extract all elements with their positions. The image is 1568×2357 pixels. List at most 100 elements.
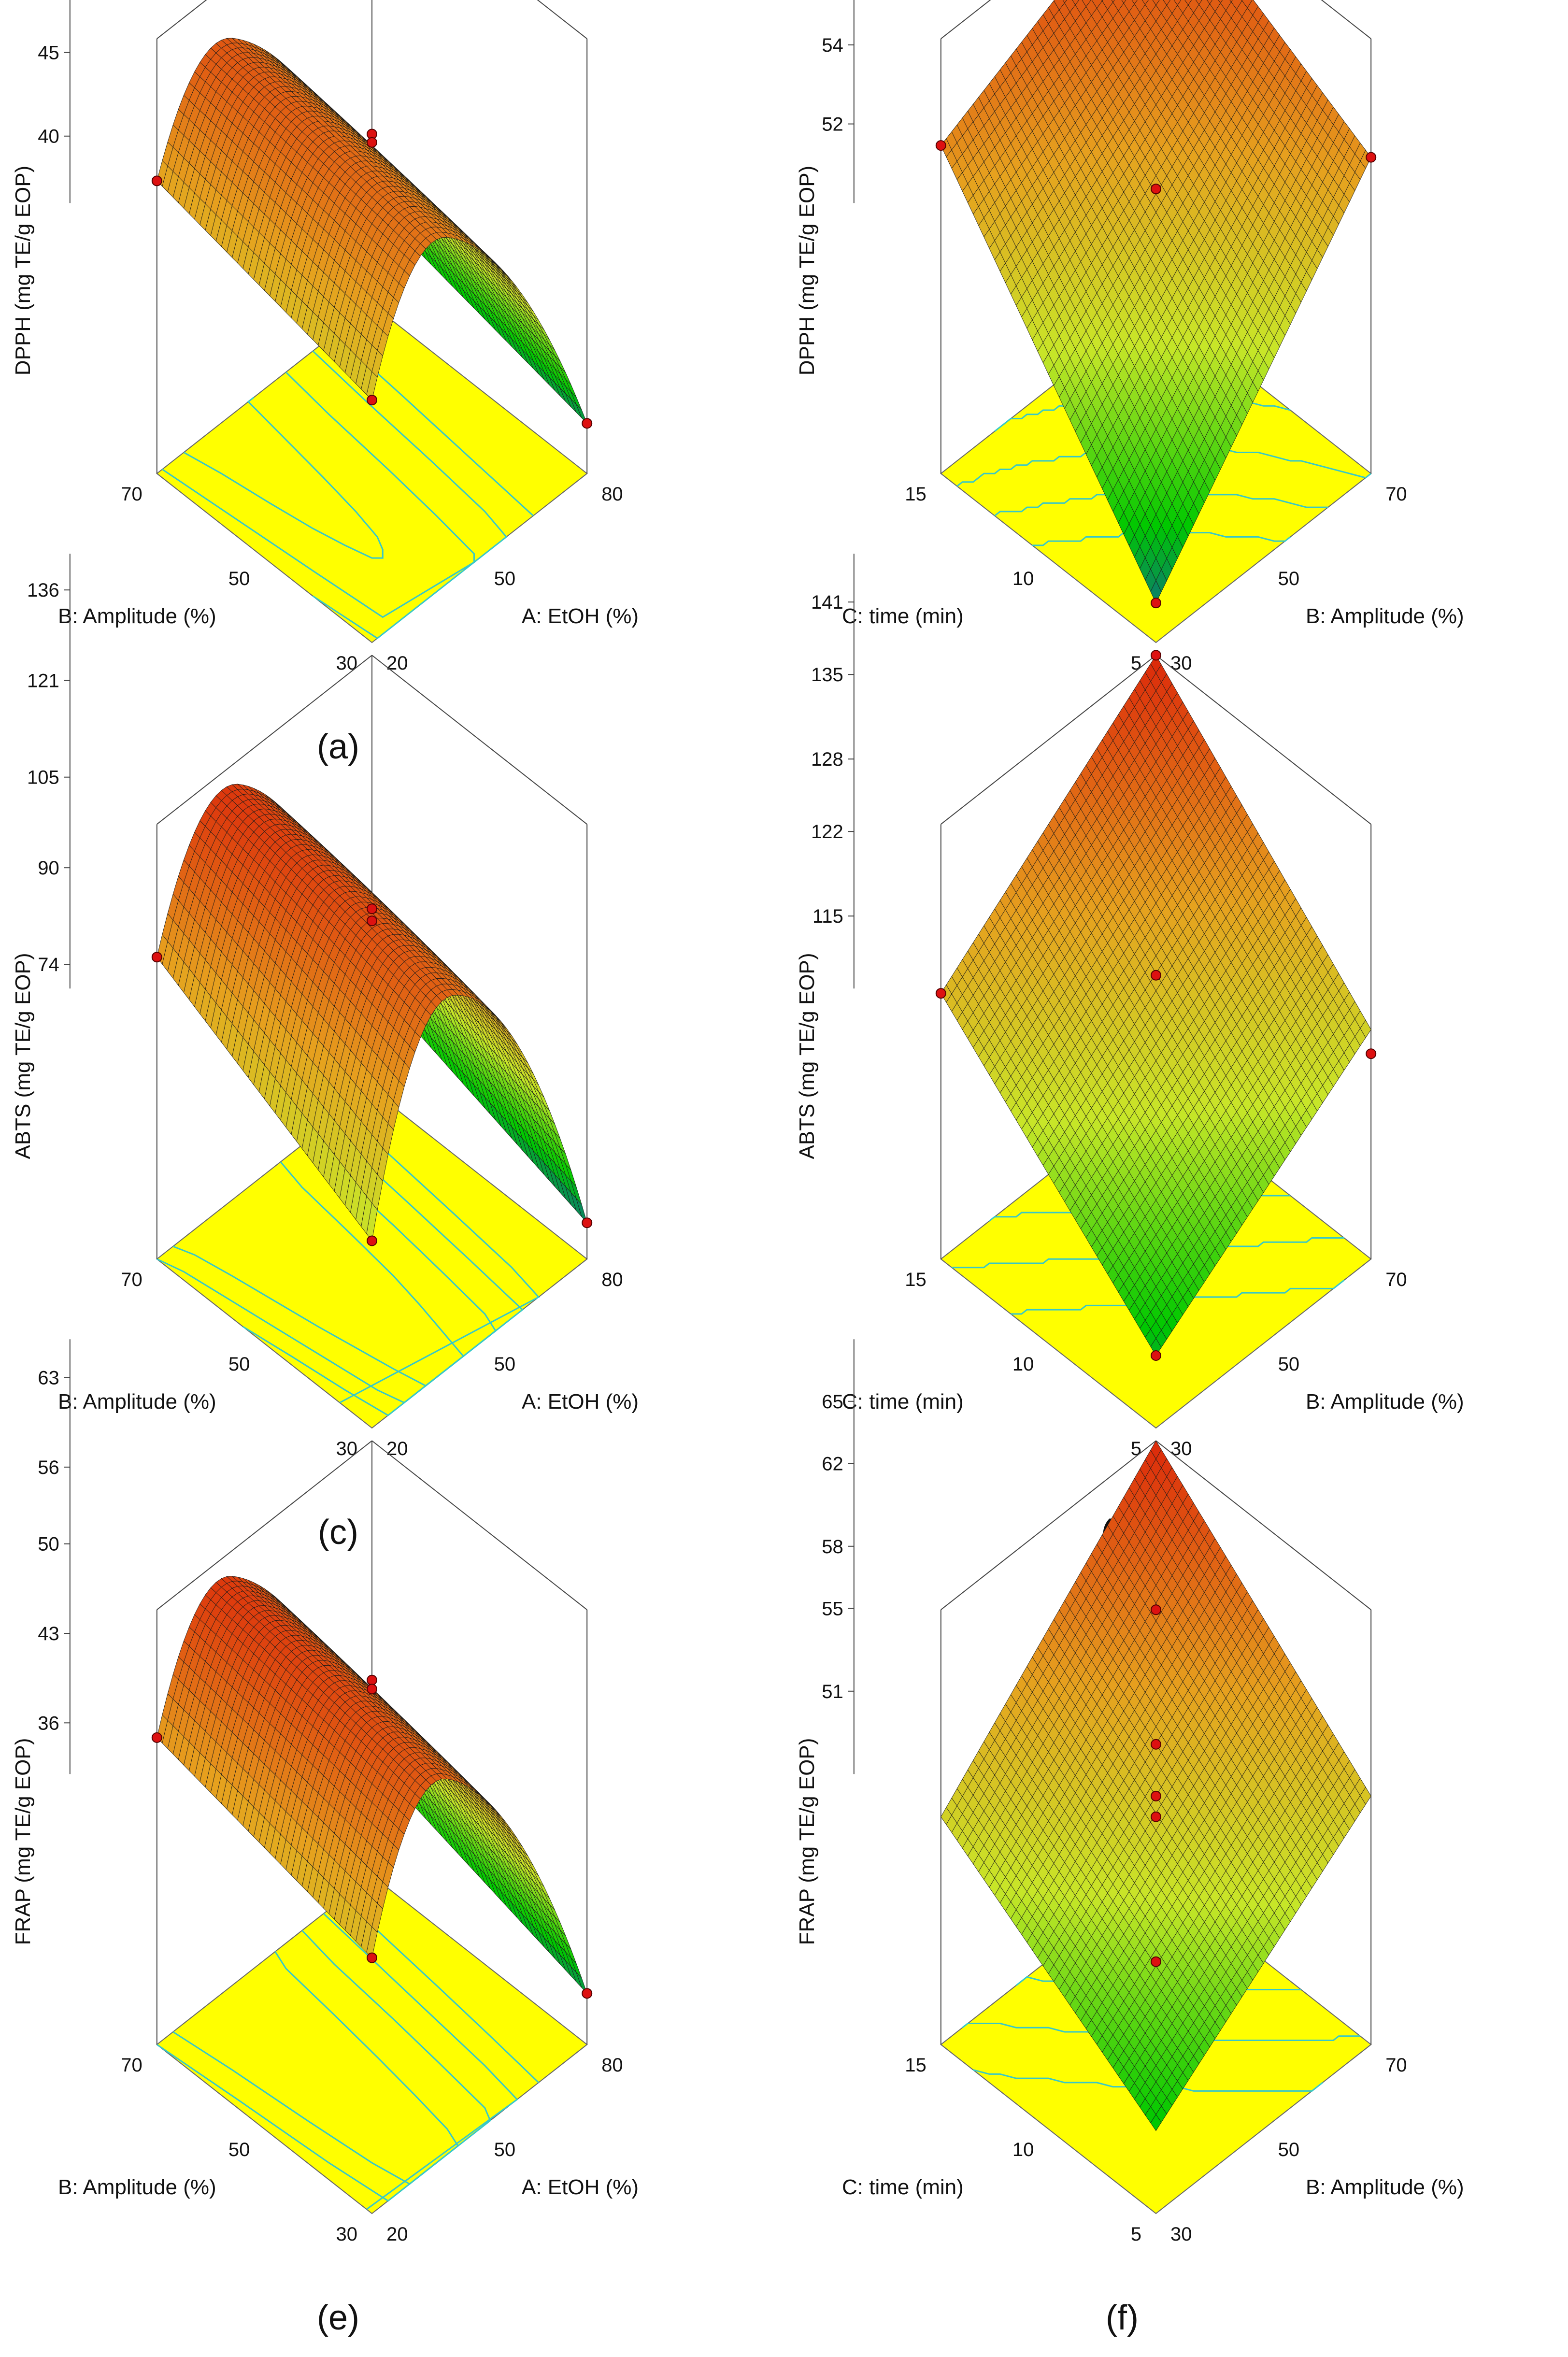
design-point (367, 903, 377, 914)
x-tick-label: 20 (386, 1438, 408, 1459)
x-tick-label: 50 (494, 1354, 516, 1375)
surface-cell (366, 1202, 378, 1242)
surface-cell (1195, 0, 1202, 5)
design-point (935, 140, 946, 151)
design-point (367, 395, 377, 406)
z-axis-label: DPPH (mg TE/g EOP) (11, 166, 35, 375)
x-tick-label: 30 (1170, 653, 1192, 674)
panel-label: (c) (318, 1513, 358, 1552)
y-tick-label: 70 (121, 484, 143, 505)
surface-cell (1131, 0, 1138, 5)
x-axis-label: A: EtOH (%) (522, 1390, 639, 1414)
z-tick-label: 74 (38, 954, 59, 975)
surface-cell (1163, 0, 1171, 6)
y-tick-label: 50 (228, 568, 250, 589)
design-point (1366, 152, 1377, 163)
box-edge (157, 655, 372, 825)
box-edge (157, 0, 207, 39)
panel-a: 5954504540DPPH (mg TE/g EOP)205080305070… (0, 0, 784, 786)
x-ticks: 20 50 80 (386, 484, 623, 674)
y-tick-label: 50 (228, 1354, 250, 1375)
box-edge (1155, 655, 1371, 825)
surface-mesh (157, 784, 587, 1242)
surface-cell (1111, 0, 1115, 3)
chart-svg: 5954504540DPPH (mg TE/g EOP)205080305070… (11, 0, 639, 766)
box-edge (371, 655, 587, 825)
box-edge (1321, 0, 1371, 39)
box-edge (537, 0, 587, 39)
design-point (367, 1235, 377, 1246)
surface-cell (1150, 580, 1162, 604)
z-tick-label: 136 (27, 580, 59, 601)
design-point (1151, 184, 1161, 195)
contour-line (162, 371, 475, 618)
floor-contours (162, 333, 534, 640)
y-axis-label: C: time (min) (842, 604, 964, 628)
design-point (582, 1217, 593, 1228)
surface-cell (1218, 0, 1223, 4)
x-axis-label: B: Amplitude (%) (1306, 604, 1464, 628)
x-ticks: 20 50 80 (386, 1269, 623, 1459)
chart-svg: 6058565452DPPH (mg TE/g EOP)30507051015B… (795, 0, 1464, 766)
surface-cell (1141, 0, 1149, 5)
x-tick-label: 80 (601, 1269, 623, 1290)
panel-d: 141 135 128 122 115 ABTS (mg TE/g EOP) 30 50 70 5… (784, 554, 1568, 1571)
y-tick-label: 15 (905, 484, 927, 505)
z-ticks: 136 121 105 90 74 (27, 580, 70, 975)
design-points (151, 129, 593, 429)
x-tick-label: 20 (386, 653, 408, 674)
z-tick-label: 121 (27, 671, 59, 692)
box-edge (941, 655, 1156, 825)
surface-mesh (941, 655, 1371, 1356)
design-points (935, 140, 1377, 609)
x-axis-label: A: EtOH (%) (522, 604, 639, 628)
design-point (367, 137, 377, 148)
design-point (151, 175, 162, 186)
surface-cell (1207, 0, 1212, 4)
surface-cell (1152, 0, 1160, 6)
contour-line (157, 1140, 497, 1404)
y-axis-label: B: Amplitude (%) (58, 604, 216, 628)
design-points (151, 903, 593, 1246)
contour-line (183, 397, 384, 559)
surface-cell (1121, 0, 1126, 4)
z-tick-label: 52 (822, 114, 843, 135)
y-ticks: 30 50 70 (121, 484, 357, 674)
panel-b: 6058565452DPPH (mg TE/g EOP)30507051015B… (784, 0, 1568, 786)
z-tick-label: 54 (822, 35, 843, 56)
y-tick-label: 30 (336, 653, 358, 674)
panel-label: (a) (317, 728, 359, 766)
z-tick-label: 105 (27, 767, 59, 788)
design-point (1151, 598, 1161, 609)
z-tick-label: 90 (38, 857, 59, 879)
z-tick-label: 45 (38, 43, 59, 64)
z-tick-label: 40 (38, 126, 59, 147)
contour-line (312, 350, 508, 640)
z-ticks: 6058565452 (822, 35, 854, 135)
y-tick-label: 70 (121, 1269, 143, 1290)
box-edge (941, 0, 991, 39)
z-ticks: 5954504540 (38, 43, 70, 147)
design-point (367, 915, 377, 927)
design-point (151, 952, 162, 963)
x-tick-label: 70 (1385, 484, 1407, 505)
y-tick-label: 10 (1012, 568, 1034, 589)
contour-line (172, 1161, 465, 1387)
z-axis-label: DPPH (mg TE/g EOP) (795, 166, 819, 375)
x-ticks: 30 50 70 (1170, 484, 1407, 674)
z-axis-label: ABTS (mg TE/g EOP) (11, 953, 35, 1159)
x-tick-label: 50 (494, 568, 516, 589)
surface-cell (1184, 0, 1192, 6)
surface-cell (1173, 0, 1182, 6)
surface-mesh (941, 0, 1371, 604)
x-tick-label: 50 (1278, 568, 1300, 589)
design-point (582, 418, 593, 429)
surface-cell (1229, 0, 1233, 2)
surface-cell (1062, 0, 1067, 3)
surface-mesh (157, 38, 587, 424)
x-tick-label: 80 (601, 484, 623, 505)
